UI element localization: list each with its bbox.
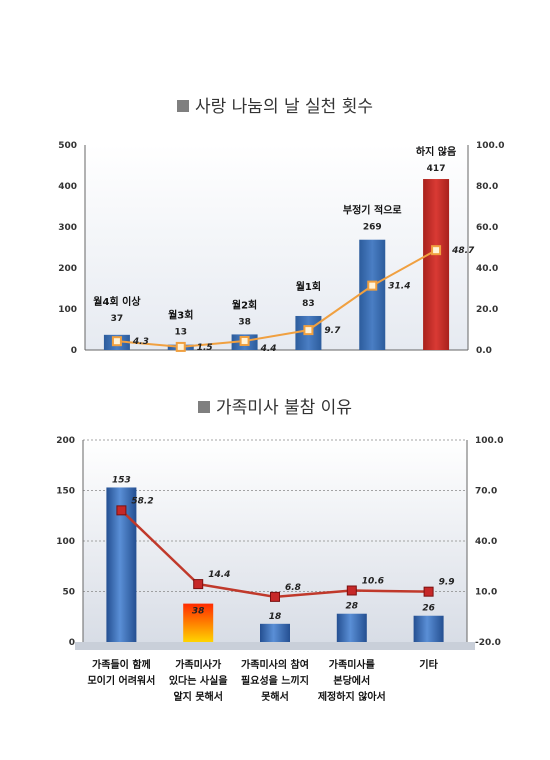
plot-area <box>85 145 468 350</box>
y2-tick-label: 40.0 <box>475 537 497 547</box>
chart2-title: 가족미사 불참 이유 <box>0 393 550 418</box>
y-tick-label: 100 <box>58 305 77 315</box>
series-line <box>116 249 437 348</box>
bar <box>413 615 444 642</box>
chart1: 0 100 200 300 400 500 0.0 20.0 40.0 60.0 80.0 100.0… <box>58 141 504 356</box>
bar-value-label: 38 <box>192 607 205 617</box>
y-tick-label: 500 <box>58 141 77 151</box>
y-tick-label: 100 <box>56 537 75 547</box>
category-label: 알지 못해서 <box>173 690 222 703</box>
bar <box>183 603 214 642</box>
y2-tick-label: 60.0 <box>476 223 498 233</box>
category-label: 모이기 어려워서 <box>87 674 155 687</box>
bar-value-label: 83 <box>302 299 315 309</box>
category-label: 가족미사의 참여 <box>241 658 309 671</box>
bar <box>336 613 367 642</box>
line-point <box>175 341 186 352</box>
category-label: 가족들이 함께 <box>92 658 151 671</box>
y-tick-label: 200 <box>56 436 75 446</box>
title-square-icon <box>198 401 211 413</box>
line-point <box>193 579 204 590</box>
category-label: 가족미사를 <box>329 658 375 671</box>
category-label: 기타 <box>419 658 438 671</box>
y-tick-label: 0 <box>71 346 77 356</box>
line-point <box>367 280 378 291</box>
y2-tick-label: 40.0 <box>476 264 498 274</box>
bar-value-label: 37 <box>111 314 124 324</box>
bar <box>423 179 450 350</box>
line-point <box>346 585 357 596</box>
category-label: 월2회 <box>232 298 257 311</box>
line-value-label: 4.4 <box>260 344 277 354</box>
y2-tick-label: 70.0 <box>475 487 497 497</box>
y2-tick-label: 100.0 <box>475 436 503 446</box>
y-tick-label: 400 <box>58 182 77 192</box>
line-value-label: 58.2 <box>131 496 153 506</box>
line-value-label: 14.4 <box>208 570 230 580</box>
y-tick-label: 0 <box>69 638 75 648</box>
bar-value-label: 13 <box>174 328 187 338</box>
chart2-title-text: 가족미사 불참 이유 <box>216 398 352 418</box>
y2-tick-label: 0.0 <box>476 346 492 356</box>
line-point <box>116 505 127 516</box>
line-value-label: 6.8 <box>285 583 301 593</box>
bar-value-label: 269 <box>363 223 382 233</box>
bar-value-label: 28 <box>346 602 359 612</box>
title-square-icon <box>176 100 189 112</box>
y2-tick-label: 100.0 <box>476 141 504 151</box>
category-label: 못해서 <box>261 690 289 703</box>
line-value-label: 10.6 <box>362 576 384 586</box>
y2-tick-label: 20.0 <box>476 305 498 315</box>
line-value-label: 1.5 <box>197 343 213 353</box>
y-tick-label: 300 <box>58 223 77 233</box>
line-value-label: 48.7 <box>451 246 475 256</box>
bar-value-label: 417 <box>427 164 446 174</box>
bar-value-label: 153 <box>112 475 131 485</box>
bar <box>260 623 290 642</box>
category-label: 제정하지 않아서 <box>318 690 386 703</box>
category-label: 월4회 이상 <box>93 295 141 308</box>
bar-value-label: 18 <box>269 612 282 622</box>
y2-tick-label: -20.0 <box>475 638 501 648</box>
line-point <box>111 336 122 347</box>
line-point <box>431 245 442 256</box>
line-point <box>303 325 314 336</box>
line-value-label: 31.4 <box>388 282 410 292</box>
category-label: 부정기 적으로 <box>343 204 402 217</box>
bar <box>359 239 386 350</box>
chart1-title: 사랑 나눔의 날 실천 횟수 <box>0 92 550 117</box>
category-label: 월3회 <box>168 309 193 322</box>
line-value-label: 4.3 <box>132 337 149 347</box>
bar-value-label: 38 <box>238 317 251 327</box>
category-label: 하지 않음 <box>416 145 456 158</box>
category-label: 있다는 사실을 <box>169 674 228 687</box>
y-tick-label: 200 <box>58 264 77 274</box>
y2-tick-label: 80.0 <box>476 182 498 192</box>
line-value-label: 9.7 <box>324 326 341 336</box>
y-tick-label: 150 <box>56 487 75 497</box>
line-point <box>239 335 250 346</box>
category-label: 가족미사가 <box>175 658 222 671</box>
line-point <box>270 591 280 602</box>
y-tick-label: 50 <box>62 588 75 598</box>
plot-floor <box>75 642 475 650</box>
line-point <box>423 586 434 597</box>
y2-tick-label: 10.0 <box>475 588 497 598</box>
category-label: 월1회 <box>296 280 321 293</box>
chart1-title-text: 사랑 나눔의 날 실천 횟수 <box>194 97 373 117</box>
category-label: 본당에서 <box>333 674 370 687</box>
bar-value-label: 26 <box>422 604 435 614</box>
line-value-label: 9.9 <box>439 578 455 588</box>
chart2: 0 50 100 150 200 -20.0 10.0 40.0 70.0 100.0 153 58.… <box>56 436 503 703</box>
category-label: 필요성을 느끼지 <box>241 674 309 687</box>
